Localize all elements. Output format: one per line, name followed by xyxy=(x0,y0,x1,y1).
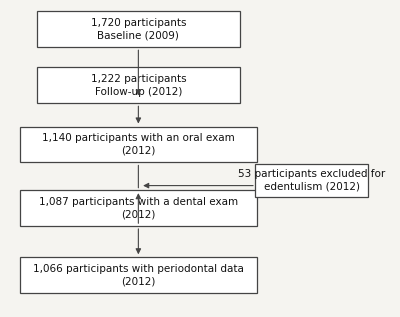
FancyBboxPatch shape xyxy=(20,191,257,226)
FancyBboxPatch shape xyxy=(37,68,240,103)
FancyBboxPatch shape xyxy=(255,164,368,197)
Text: (2012): (2012) xyxy=(121,146,156,156)
Text: Follow-up (2012): Follow-up (2012) xyxy=(95,87,182,97)
Text: (2012): (2012) xyxy=(121,210,156,220)
Text: 1,140 participants with an oral exam: 1,140 participants with an oral exam xyxy=(42,133,235,143)
Text: 1,087 participants with a dental exam: 1,087 participants with a dental exam xyxy=(39,197,238,207)
Text: 1,720 participants: 1,720 participants xyxy=(91,18,186,28)
Text: Baseline (2009): Baseline (2009) xyxy=(98,31,179,41)
FancyBboxPatch shape xyxy=(20,126,257,162)
FancyBboxPatch shape xyxy=(20,257,257,293)
Text: 1,066 participants with periodontal data: 1,066 participants with periodontal data xyxy=(33,264,244,274)
FancyBboxPatch shape xyxy=(37,11,240,47)
Text: 1,222 participants: 1,222 participants xyxy=(90,74,186,84)
Text: 53 participants excluded for: 53 participants excluded for xyxy=(238,169,385,179)
Text: edentulism (2012): edentulism (2012) xyxy=(264,181,360,191)
Text: (2012): (2012) xyxy=(121,277,156,287)
